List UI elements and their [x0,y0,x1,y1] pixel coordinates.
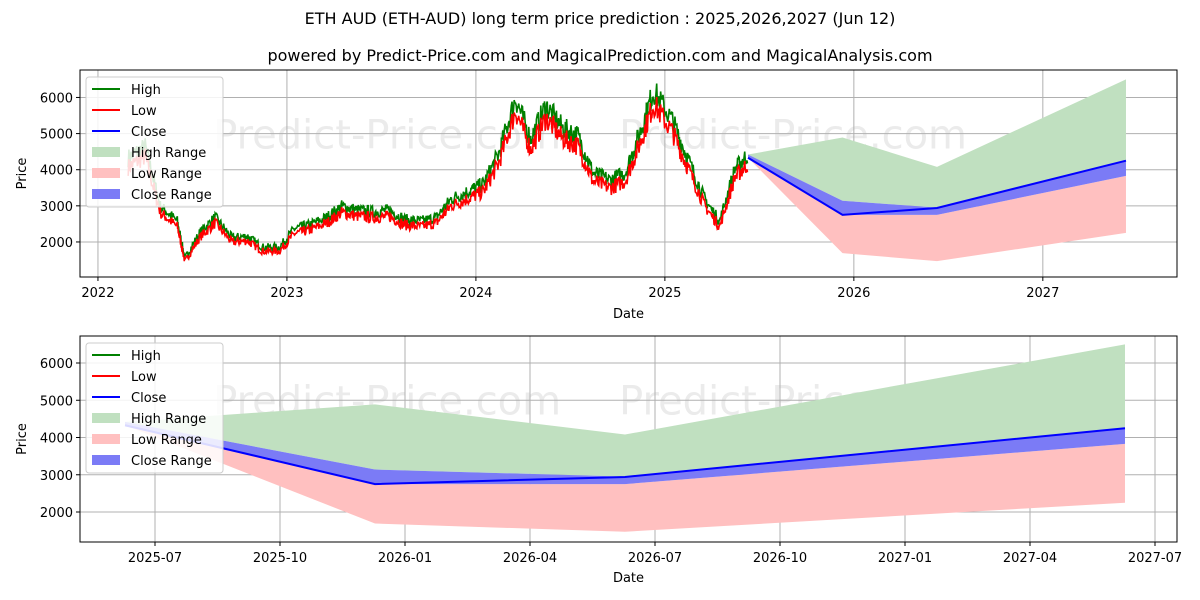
x-axis-label: Date [613,307,644,322]
close-forecast-line [747,156,1127,216]
axes-frame [79,69,1178,278]
legend-swatch [92,455,120,465]
high-range-area [748,79,1126,208]
legend-label: Close Range [131,454,212,469]
legend-swatch [92,434,120,444]
legend-label: High Range [131,412,206,427]
legend-label: Low Range [131,433,202,448]
y-tick-label: 2000 [40,236,73,251]
close-range-area [748,154,1126,215]
legend-swatch [92,413,120,423]
y-axis-label: Price [15,423,30,455]
x-tick-label: 2026-07 [628,551,682,566]
legend-label: High [131,83,161,98]
y-tick-label: 2000 [40,506,73,521]
y-tick-label: 3000 [40,469,73,484]
x-tick-label: 2025 [648,286,681,301]
legend-label: Low [131,370,157,385]
legend-swatch [92,189,120,199]
legend [85,342,224,474]
close-forecast-line [124,424,1126,486]
x-tick-label: 2025-10 [253,551,307,566]
high-history-line [127,83,749,259]
y-tick-label: 6000 [40,91,73,106]
chart-subtitle: powered by Predict-Price.com and Magical… [267,46,933,65]
x-tick-label: 2026 [837,286,870,301]
y-tick-label: 3000 [40,200,73,215]
x-tick-label: 2025-07 [128,551,182,566]
axes-frame [79,335,1178,543]
x-axis-label: Date [613,571,644,586]
x-tick-label: 2022 [81,286,114,301]
legend-swatch [92,147,120,157]
x-tick-label: 2027-07 [1128,551,1182,566]
high-range-area [125,344,1125,477]
legend-label: High [131,349,161,364]
x-tick-label: 2026-01 [378,551,432,566]
y-tick-label: 4000 [40,164,73,179]
legend-label: Close [131,391,166,406]
x-tick-label: 2026-10 [753,551,807,566]
legend-label: Low Range [131,167,202,182]
x-tick-label: 2023 [270,286,303,301]
y-tick-label: 5000 [40,128,73,143]
y-tick-label: 4000 [40,432,73,447]
chart-title: ETH AUD (ETH-AUD) long term price predic… [304,9,896,28]
low-range-area [748,157,1126,262]
legend-label: Low [131,104,157,119]
low-range-area [125,425,1125,532]
x-tick-label: 2026-04 [503,551,557,566]
legend-label: Close [131,125,166,140]
x-tick-label: 2027-04 [1003,551,1057,566]
legend [85,76,224,208]
close-range-area [125,421,1125,485]
legend-label: Close Range [131,188,212,203]
y-axis-label: Price [15,158,30,190]
x-tick-label: 2027 [1026,286,1059,301]
x-tick-label: 2024 [459,286,492,301]
legend-swatch [92,168,120,178]
low-history-line [127,96,749,262]
legend-label: High Range [131,146,206,161]
y-tick-label: 5000 [40,394,73,409]
y-tick-label: 6000 [40,357,73,372]
x-tick-label: 2027-01 [878,551,932,566]
